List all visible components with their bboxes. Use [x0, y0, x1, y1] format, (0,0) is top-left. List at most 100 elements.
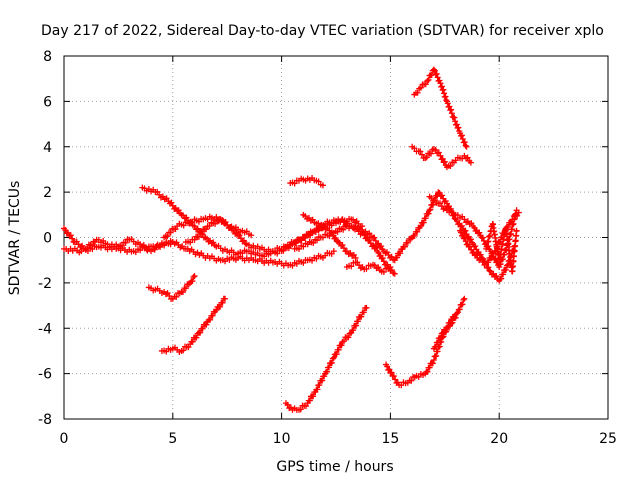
data-point — [151, 246, 158, 253]
data-point — [454, 309, 461, 316]
data-point — [122, 239, 129, 246]
data-point — [441, 158, 448, 165]
data-point — [213, 307, 220, 314]
data-point — [388, 369, 395, 376]
data-point — [401, 243, 408, 250]
x-tick-label: 5 — [168, 431, 177, 447]
data-point — [240, 237, 247, 244]
data-point — [461, 234, 468, 241]
data-point — [119, 242, 126, 249]
data-point — [328, 359, 335, 366]
data-point — [425, 210, 432, 217]
data-point — [437, 334, 444, 341]
data-point — [451, 114, 458, 121]
y-tick-label: 4 — [43, 140, 52, 156]
data-point — [435, 149, 442, 156]
data-point — [180, 212, 187, 219]
data-point — [515, 209, 522, 216]
x-tick-label: 20 — [490, 431, 508, 447]
data-point — [473, 251, 480, 258]
x-tick-label: 25 — [599, 431, 617, 447]
data-point — [360, 309, 367, 316]
data-point — [436, 77, 443, 84]
series-track-n — [430, 295, 468, 352]
data-point — [328, 220, 335, 227]
data-point — [315, 178, 322, 185]
data-point — [168, 199, 175, 206]
data-point — [425, 76, 432, 83]
data-point — [67, 232, 74, 239]
data-point — [363, 304, 370, 311]
data-point — [306, 397, 313, 404]
data-point — [423, 154, 430, 161]
data-point — [391, 270, 398, 277]
data-point — [310, 393, 317, 400]
data-point — [301, 234, 308, 241]
series-track-m — [383, 311, 459, 389]
data-point — [472, 243, 479, 250]
data-point — [452, 118, 459, 125]
data-point — [209, 312, 216, 319]
data-point — [332, 234, 339, 241]
data-point — [461, 139, 468, 146]
data-point — [272, 248, 279, 255]
x-tick-label: 0 — [60, 431, 69, 447]
data-point — [198, 230, 205, 237]
data-point — [348, 263, 355, 270]
series-track-k — [300, 211, 359, 261]
data-point — [488, 254, 495, 261]
data-point — [485, 259, 492, 266]
data-point — [378, 243, 385, 250]
series-track-h — [282, 304, 370, 413]
data-point — [428, 150, 435, 157]
series-track-f — [145, 273, 198, 302]
x-tick-label: 10 — [273, 431, 291, 447]
data-point — [438, 330, 445, 337]
data-point — [476, 229, 483, 236]
data-point — [509, 216, 516, 223]
y-tick-label: 0 — [43, 231, 52, 247]
data-point — [443, 97, 450, 104]
data-point — [325, 364, 332, 371]
data-point — [467, 159, 474, 166]
data-point — [455, 124, 462, 131]
data-point — [363, 265, 370, 272]
data-point — [319, 377, 326, 384]
data-point — [334, 228, 341, 235]
data-point — [197, 329, 204, 336]
series-track-j — [291, 189, 518, 284]
data-point — [441, 90, 448, 97]
data-point — [286, 242, 293, 249]
data-point — [503, 262, 510, 269]
data-point — [502, 266, 509, 273]
data-point — [411, 145, 418, 152]
series-track-d — [161, 213, 255, 241]
data-point — [433, 70, 440, 77]
data-point — [422, 215, 429, 222]
data-point — [222, 295, 229, 302]
data-point — [426, 207, 433, 214]
data-point — [420, 219, 427, 226]
data-point — [514, 212, 521, 219]
data-point — [434, 74, 441, 81]
series-track-g — [158, 295, 229, 355]
data-point — [358, 313, 365, 320]
data-point — [422, 81, 429, 88]
data-point — [227, 224, 234, 231]
data-point — [439, 192, 446, 199]
y-tick-label: 8 — [43, 49, 52, 65]
data-point — [340, 226, 347, 233]
series-track-p — [409, 143, 474, 171]
data-point — [193, 334, 200, 341]
data-point — [169, 239, 176, 246]
x-tick-label: 15 — [381, 431, 399, 447]
series-track-o — [411, 66, 470, 150]
data-point — [182, 285, 189, 292]
data-point — [212, 220, 219, 227]
data-point — [453, 121, 460, 128]
data-point — [314, 237, 321, 244]
data-point — [440, 86, 447, 93]
data-point — [460, 296, 467, 303]
data-point — [387, 263, 394, 270]
